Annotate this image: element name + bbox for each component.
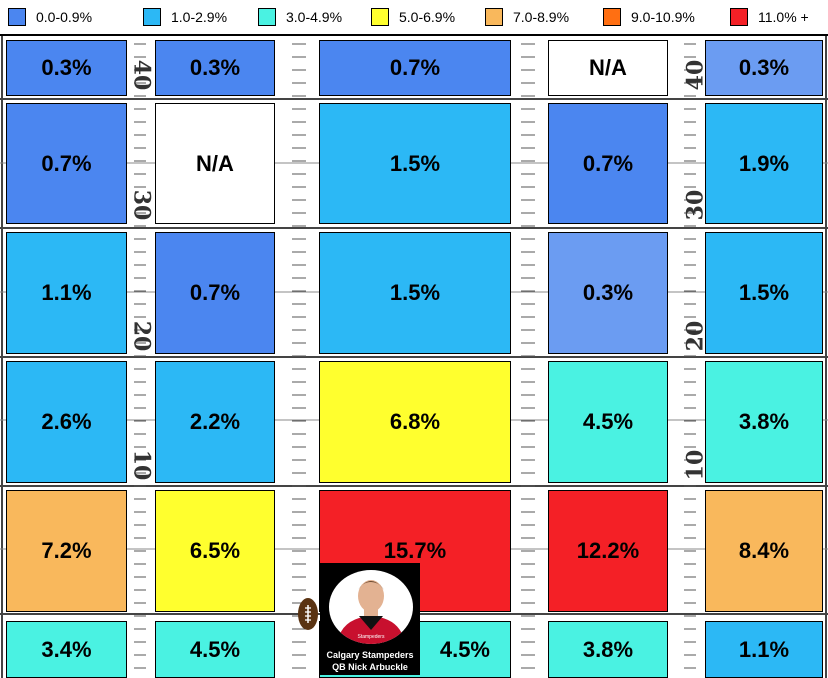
heatmap-cell: 0.7%	[6, 103, 127, 224]
legend-item: 0.0-0.9%	[8, 7, 92, 27]
heatmap-cell: 0.3%	[705, 40, 823, 96]
jersey-logo: Stampeders	[358, 634, 385, 640]
yard-number-left: 10	[128, 449, 155, 481]
yard-number-left: 40	[128, 59, 155, 91]
heatmap-cell: 6.8%	[319, 361, 511, 483]
legend-swatch	[258, 8, 276, 26]
qb-team: Calgary Stampeders	[326, 650, 414, 660]
heatmap-cell: 2.6%	[6, 361, 127, 483]
heatmap-cell: 3.4%	[6, 621, 127, 678]
legend-swatch	[730, 8, 748, 26]
legend-swatch	[143, 8, 161, 26]
yard-number-right: 20	[682, 320, 709, 352]
heatmap-cell: 2.2%	[155, 361, 275, 483]
legend-item: 5.0-6.9%	[371, 7, 455, 27]
legend: 0.0-0.9% 1.0-2.9% 3.0-4.9% 5.0-6.9% 7.0-8.9%…	[0, 0, 828, 36]
yard-number-right: 40	[682, 59, 709, 91]
legend-swatch	[603, 8, 621, 26]
legend-label: 0.0-0.9%	[36, 9, 93, 25]
heatmap-cell: 0.7%	[155, 232, 275, 354]
heatmap-cell: N/A	[155, 103, 275, 224]
heatmap-cell: 4.5%	[155, 621, 275, 678]
heatmap-cell: 3.8%	[705, 361, 823, 483]
legend-label: 7.0-8.9%	[513, 9, 570, 25]
legend-item: 1.0-2.9%	[143, 7, 227, 27]
heatmap-cell: 1.9%	[705, 103, 823, 224]
heatmap-cell: 1.1%	[6, 232, 127, 354]
heatmap-cell: N/A	[548, 40, 668, 96]
yard-number-left: 30	[128, 189, 155, 221]
legend-label: 3.0-4.9%	[286, 9, 343, 25]
heatmap-cell: 4.5%	[548, 361, 668, 483]
legend-item: 3.0-4.9%	[258, 7, 342, 27]
legend-swatch	[485, 8, 503, 26]
player-photo: Stampeders	[329, 570, 413, 644]
heatmap-cell: 6.5%	[155, 490, 275, 612]
qb-card: Stampeders Calgary Stampeders QB Nick Ar…	[320, 563, 420, 675]
heatmap-cell: 1.5%	[705, 232, 823, 354]
legend-item: 7.0-8.9%	[485, 7, 569, 27]
football-icon	[298, 598, 318, 630]
qb-player: QB Nick Arbuckle	[332, 662, 408, 672]
heatmap-cell: 1.5%	[319, 103, 511, 224]
heatmap-cell: 1.5%	[319, 232, 511, 354]
legend-item: 9.0-10.9%	[603, 7, 695, 27]
yard-number-right: 30	[682, 189, 709, 221]
legend-swatch	[371, 8, 389, 26]
heatmap-cell: 1.1%	[705, 621, 823, 678]
heatmap-cell: 8.4%	[705, 490, 823, 612]
heatmap-cell: 7.2%	[6, 490, 127, 612]
yard-number-left: 20	[128, 320, 155, 352]
heatmap-cell: 0.3%	[548, 232, 668, 354]
heatmap-cell: 3.8%	[548, 621, 668, 678]
legend-label: 1.0-2.9%	[171, 9, 228, 25]
legend-swatch	[8, 8, 26, 26]
heatmap-cell: 0.3%	[155, 40, 275, 96]
heatmap-cell: 0.7%	[319, 40, 511, 96]
legend-label: 11.0% +	[758, 9, 809, 25]
heatmap-cell: 0.3%	[6, 40, 127, 96]
yard-number-right: 10	[682, 449, 709, 481]
heatmap-cell: 0.7%	[548, 103, 668, 224]
football-field	[0, 36, 828, 678]
heatmap-cell: 12.2%	[548, 490, 668, 612]
legend-label: 5.0-6.9%	[399, 9, 456, 25]
legend-item: 11.0% +	[730, 7, 809, 27]
legend-label: 9.0-10.9%	[631, 9, 695, 25]
